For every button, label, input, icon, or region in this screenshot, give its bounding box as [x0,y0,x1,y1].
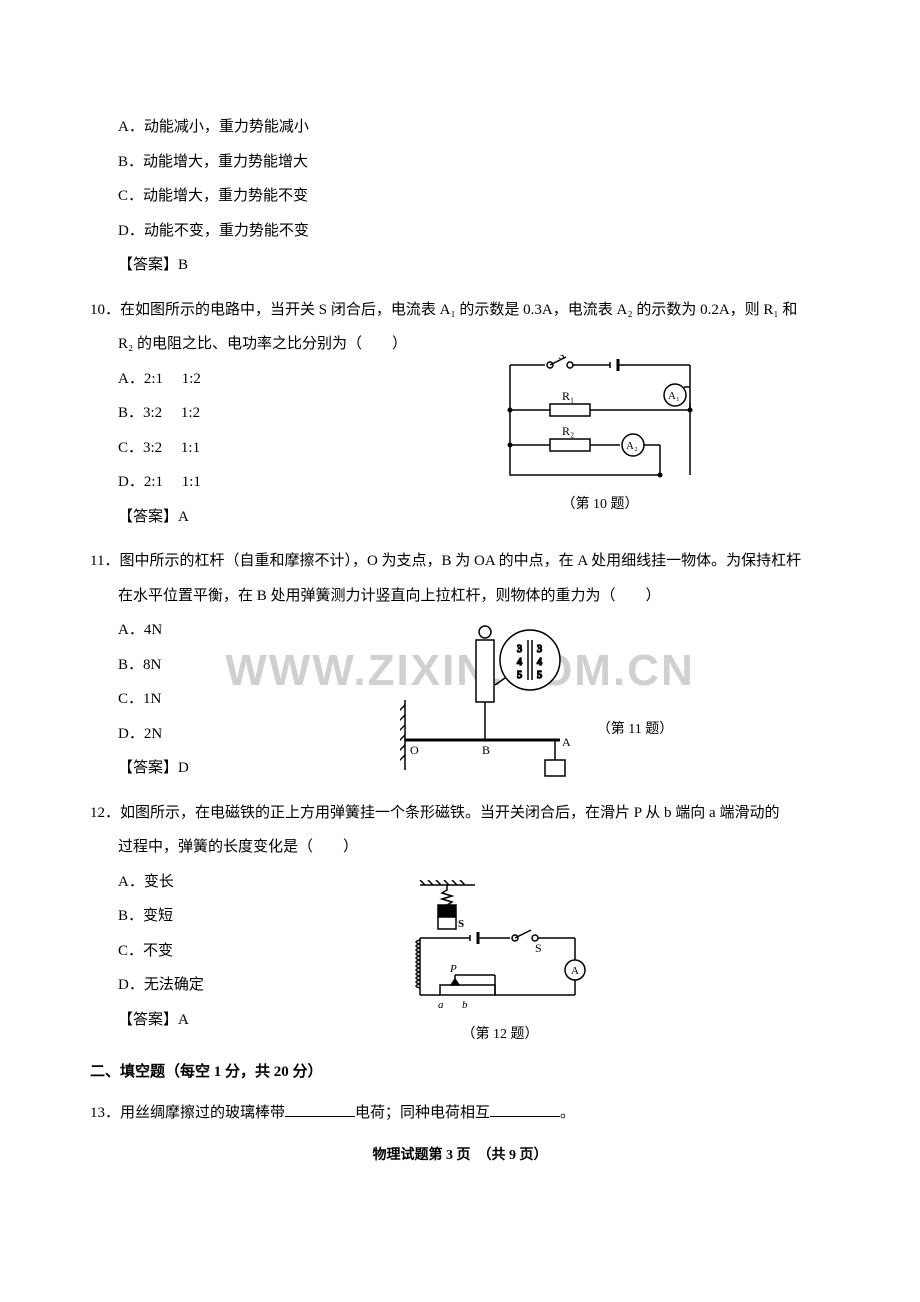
q10-option-c: C．3:2 1:1 [90,431,830,466]
q13-stem: 用丝绸摩擦过的玻璃棒带 电荷；同种电荷相互 。 [120,1096,830,1131]
q10-answer: 【答案】A [90,500,830,535]
footer-page: 3 [446,1148,453,1163]
footer-total: 9 [509,1148,516,1163]
q11-option-d: D．2N [90,717,830,752]
q12-option-b: B．变短 [90,899,830,934]
q10-option-a: A．2:1 1:2 [90,362,830,397]
q12-stem-line1: 如图所示，在电磁铁的正上方用弹簧挂一个条形磁铁。当开关闭合后，在滑片 P 从 b… [120,796,830,831]
q11-answer: 【答案】D [90,751,830,786]
q11-number: 11． [90,544,119,579]
section-2-header: 二、填空题（每空 1 分，共 20 分） [90,1055,830,1090]
q13-text-1: 用丝绸摩擦过的玻璃棒带 [120,1105,285,1121]
q9-option-a: A．动能减小，重力势能减小 [90,110,830,145]
q12-stem-line2: 过程中，弹簧的长度变化是（ ） [90,830,830,865]
q10-stem-line1: 在如图所示的电路中，当开关 S 闭合后，电流表 A₁ 的示数是 0.3A，电流表… [120,293,830,328]
content: A．动能减小，重力势能减小 B．动能增大，重力势能增大 C．动能增大，重力势能不… [90,110,830,1130]
q10-number: 10． [90,293,120,328]
q11-option-a: A．4N [90,613,830,648]
page-footer: 物理试题第 3 页 （共 9 页） [0,1140,920,1172]
q9-answer: 【答案】B [90,248,830,283]
q12-option-d: D．无法确定 [90,968,830,1003]
question-10: 10． 在如图所示的电路中，当开关 S 闭合后，电流表 A₁ 的示数是 0.3A… [90,293,830,535]
q12-option-c: C．不变 [90,934,830,969]
q12-number: 12． [90,796,120,831]
question-11: 11． 图中所示的杠杆（自重和摩擦不计），O 为支点，B 为 OA 的中点，在 … [90,544,830,786]
q9-option-b: B．动能增大，重力势能增大 [90,145,830,180]
q10-option-b: B．3:2 1:2 [90,396,830,431]
q12-answer: 【答案】A [90,1003,830,1038]
footer-left: 物理试题第 [373,1148,443,1163]
q11-stem-line1: 图中所示的杠杆（自重和摩擦不计），O 为支点，B 为 OA 的中点，在 A 处用… [119,544,830,579]
q12-option-a: A．变长 [90,865,830,900]
footer-mid: 页 （共 [457,1148,506,1163]
q11-option-b: B．8N [90,648,830,683]
q11-option-c: C．1N [90,682,830,717]
q13-text-2: 电荷；同种电荷相互 [355,1105,490,1121]
footer-right: 页） [520,1148,548,1163]
q9-option-c: C．动能增大，重力势能不变 [90,179,830,214]
q13-blank-1 [285,1116,355,1117]
q13-number: 13． [90,1096,120,1131]
q10-option-d: D．2:1 1:1 [90,465,830,500]
q9-option-d: D．动能不变，重力势能不变 [90,214,830,249]
question-12: 12． 如图所示，在电磁铁的正上方用弹簧挂一个条形磁铁。当开关闭合后，在滑片 P… [90,796,830,1038]
q13-text-3: 。 [560,1105,575,1121]
question-9: A．动能减小，重力势能减小 B．动能增大，重力势能增大 C．动能增大，重力势能不… [90,110,830,283]
q13-blank-2 [490,1116,560,1117]
question-13: 13． 用丝绸摩擦过的玻璃棒带 电荷；同种电荷相互 。 [90,1096,830,1131]
q11-stem-line2: 在水平位置平衡，在 B 处用弹簧测力计竖直向上拉杠杆，则物体的重力为（ ） [90,579,830,614]
q10-stem-line2: R₂ 的电阻之比、电功率之比分别为（ ） [90,327,830,362]
